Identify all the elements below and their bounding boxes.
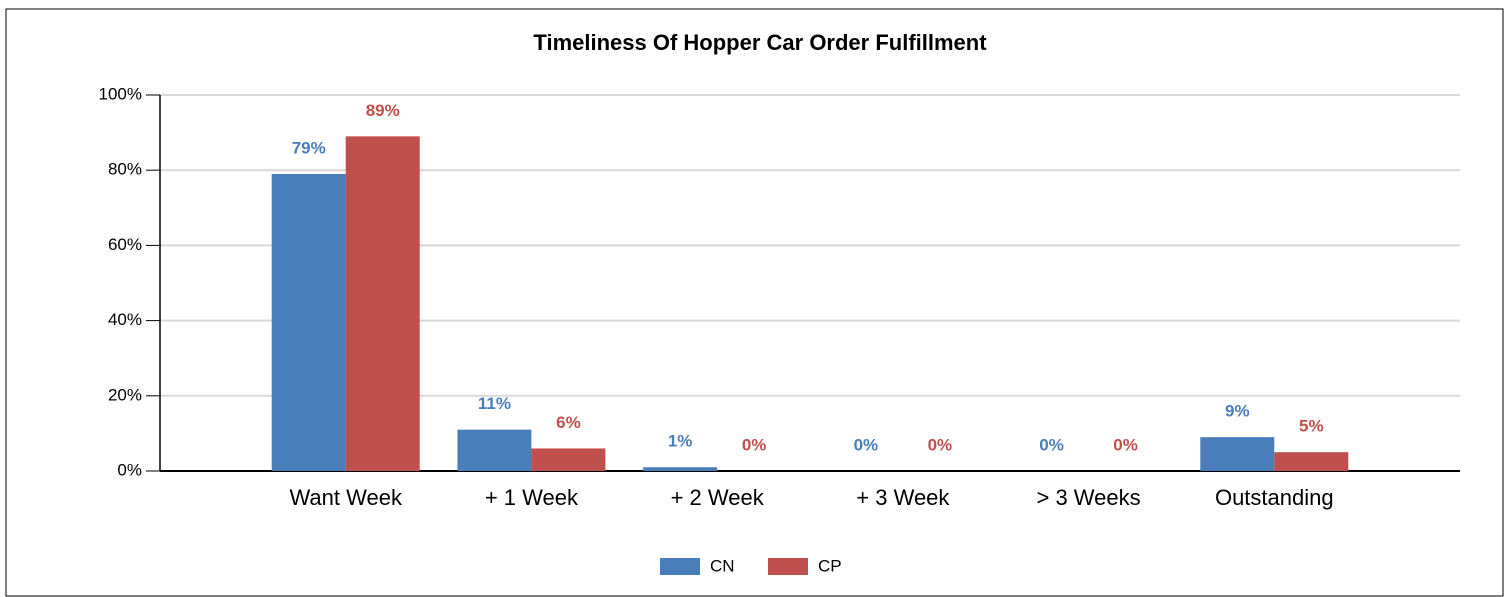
x-tick-label: Outstanding — [1215, 485, 1334, 510]
data-label: 79% — [292, 138, 326, 157]
data-label: 9% — [1225, 402, 1250, 421]
bar — [531, 448, 606, 471]
data-label: 0% — [742, 435, 767, 454]
chart-title: Timeliness Of Hopper Car Order Fulfillme… — [533, 30, 987, 55]
x-tick-label: + 2 Week — [671, 485, 765, 510]
data-label: 0% — [1113, 435, 1138, 454]
chart-border — [5, 8, 1504, 597]
data-label: 0% — [854, 435, 879, 454]
data-label: 89% — [366, 101, 400, 120]
y-tick-label: 0% — [117, 460, 142, 479]
y-tick-label: 20% — [108, 385, 142, 404]
data-label: 1% — [668, 432, 693, 451]
bar — [643, 467, 718, 471]
y-tick-label: 80% — [108, 160, 142, 179]
legend-label: CP — [818, 556, 842, 575]
legend-label: CN — [710, 556, 735, 575]
legend-swatch — [768, 558, 808, 575]
data-label: 6% — [556, 413, 581, 432]
x-tick-label: Want Week — [289, 485, 402, 510]
x-tick-label: + 3 Week — [856, 485, 950, 510]
y-tick-label: 40% — [108, 310, 142, 329]
data-label: 0% — [928, 435, 953, 454]
y-tick-label: 100% — [99, 84, 142, 103]
y-tick-label: 60% — [108, 235, 142, 254]
bar — [1200, 437, 1275, 471]
bar — [1274, 452, 1349, 471]
bar — [345, 136, 420, 472]
legend-swatch — [660, 558, 700, 575]
x-tick-label: + 1 Week — [485, 485, 579, 510]
x-tick-label: > 3 Weeks — [1036, 485, 1140, 510]
data-label: 5% — [1299, 417, 1324, 436]
bar — [271, 173, 346, 471]
data-label: 11% — [478, 394, 511, 413]
bar — [457, 429, 532, 471]
data-label: 0% — [1039, 435, 1064, 454]
